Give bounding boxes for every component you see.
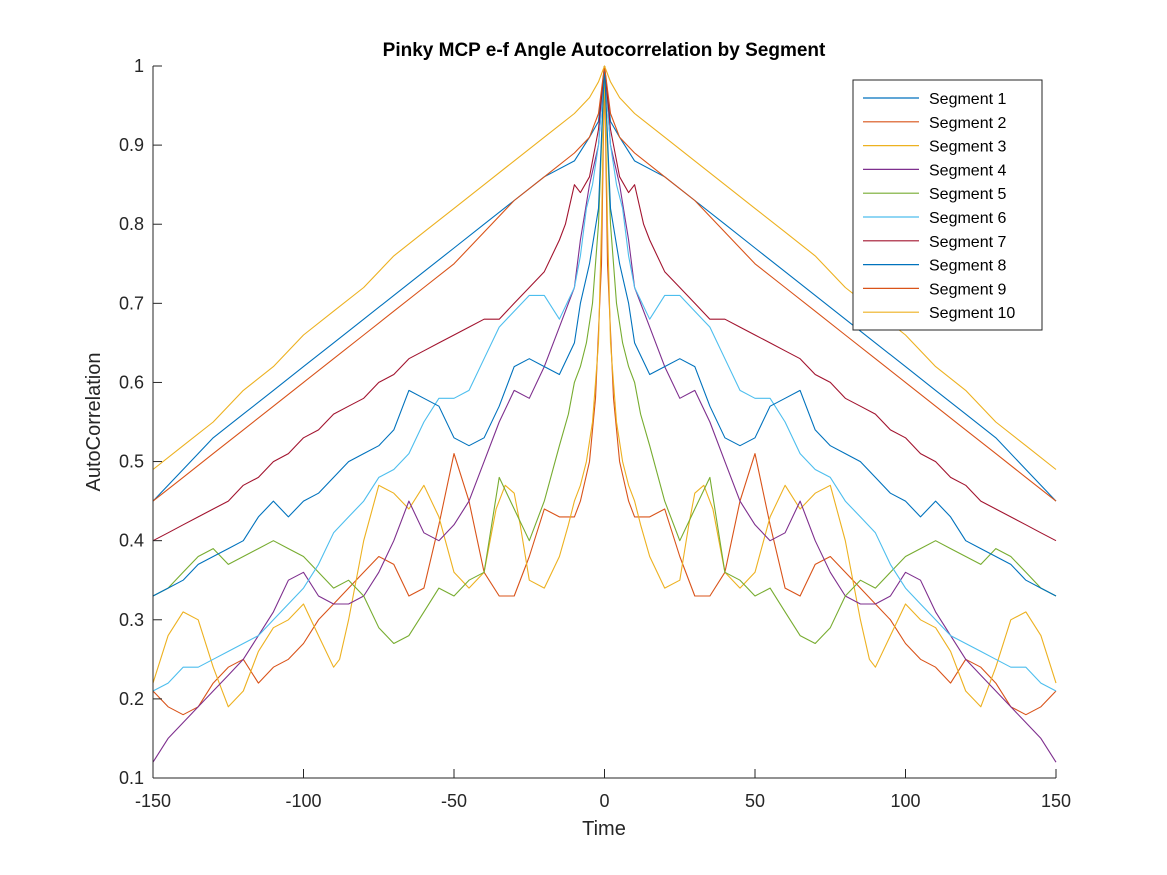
x-tick-label: -150: [135, 791, 171, 811]
legend-entry: Segment 2: [929, 115, 1006, 132]
chart-title: Pinky MCP e-f Angle Autocorrelation by S…: [383, 40, 826, 61]
y-tick-label: 0.1: [119, 768, 144, 788]
y-axis-label: AutoCorrelation: [83, 353, 105, 492]
legend-entry: Segment 8: [929, 258, 1006, 275]
legend-entry: Segment 6: [929, 210, 1006, 227]
x-axis-label: Time: [582, 818, 626, 840]
y-tick-label: 0.2: [119, 689, 144, 709]
x-tick-label: 50: [745, 791, 765, 811]
legend-entry: Segment 10: [929, 305, 1015, 322]
y-tick-label: 1: [134, 56, 144, 76]
legend-entry: Segment 3: [929, 139, 1006, 156]
legend-entry: Segment 4: [929, 162, 1006, 179]
y-tick-label: 0.7: [119, 293, 144, 313]
y-tick-label: 0.6: [119, 372, 144, 392]
y-tick-label: 0.4: [119, 531, 144, 551]
x-tick-label: -50: [441, 791, 467, 811]
y-tick-label: 0.9: [119, 135, 144, 155]
legend-entry: Segment 7: [929, 234, 1006, 251]
legend-entry: Segment 5: [929, 186, 1006, 203]
x-tick-label: 150: [1041, 791, 1071, 811]
x-tick-label: -100: [285, 791, 321, 811]
x-tick-label: 100: [890, 791, 920, 811]
y-tick-label: 0.5: [119, 452, 144, 472]
y-tick-label: 0.3: [119, 610, 144, 630]
legend: Segment 1 Segment 2 Segment 3 Segment 4 Segm…: [852, 79, 1043, 331]
y-tick-label: 0.8: [119, 214, 144, 234]
series-layer: [152, 65, 1057, 763]
legend-entry: Segment 9: [929, 281, 1006, 298]
axes-layer: -150 -100 -50 0 50 100 150 0.1 0.2 0.3 0.4 0.5 0.6 0.…: [119, 56, 1071, 811]
legend-entry: Segment 1: [929, 91, 1006, 108]
x-tick-label: 0: [599, 791, 609, 811]
